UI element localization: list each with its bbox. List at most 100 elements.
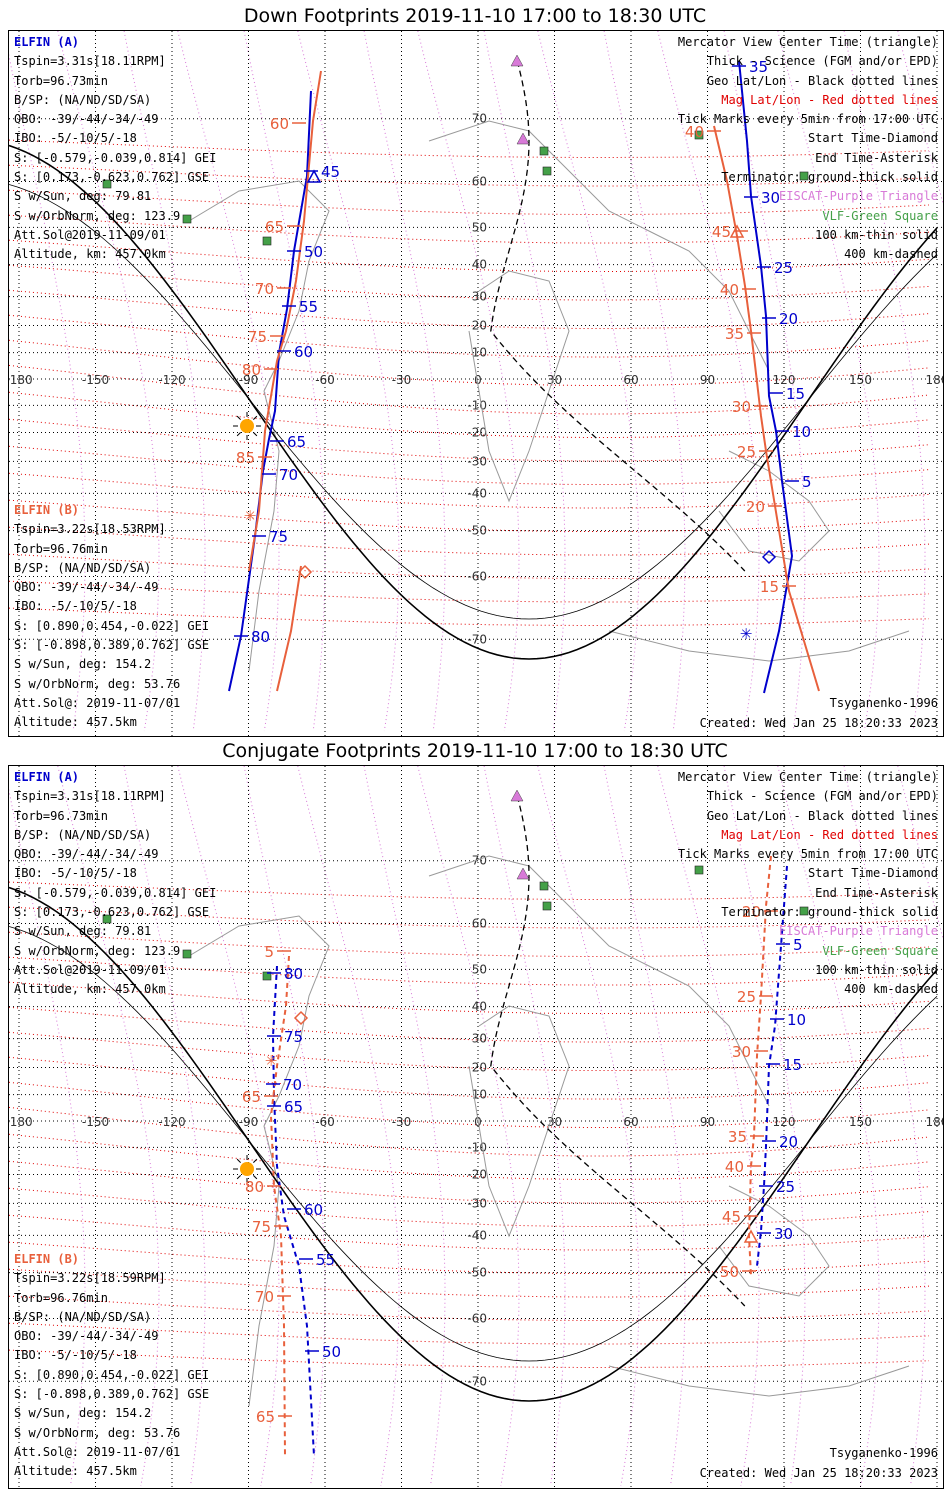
elfin-a-info: ELFIN (A) Tspin=3.31s[18.11RPM] Torb=96.… bbox=[14, 33, 216, 265]
eiscat-triangle bbox=[516, 867, 530, 880]
lon-label: 90 bbox=[700, 1115, 715, 1129]
elfin-b-tick-label: 20 bbox=[742, 903, 761, 921]
legend-item: 100 km-thin solid bbox=[815, 962, 938, 977]
legend-item: Tick Marks every 5min from 17:00 UTC bbox=[677, 112, 938, 127]
vlf-square bbox=[539, 146, 549, 156]
info-line: S: [-0.579,-0.039,0.814] GEI bbox=[14, 885, 217, 900]
elfin-a-tick-label: 70 bbox=[283, 1076, 302, 1094]
info-line: S: [-0.898,0.389,0.762] GSE bbox=[14, 1387, 210, 1402]
info-line: OBO: -39/-44/-34/-49 bbox=[14, 847, 159, 862]
lat-label: -30 bbox=[467, 454, 487, 468]
terminator-400km-line bbox=[490, 795, 746, 1307]
lon-label: 120 bbox=[773, 1115, 796, 1129]
elfin-b-tick-label: 65 bbox=[265, 218, 284, 236]
vlf-square bbox=[262, 236, 272, 246]
elfin-b-tick-label: 45 bbox=[722, 1208, 741, 1226]
coastline bbox=[608, 1365, 910, 1397]
elfin-a-label: ELFIN (A) bbox=[14, 770, 80, 784]
terminator-line bbox=[9, 886, 938, 1402]
lat-label: -20 bbox=[467, 1167, 487, 1181]
start-diamond-b bbox=[297, 564, 313, 580]
sun-ray bbox=[236, 415, 241, 420]
lon-label: -90 bbox=[239, 1115, 259, 1129]
info-line: S w/OrbNorm, deg: 53.76 bbox=[14, 676, 181, 691]
start-diamond-a bbox=[761, 549, 777, 565]
lat-label: -50 bbox=[467, 1266, 487, 1280]
elfin-b-tick-label: 40 bbox=[720, 281, 739, 299]
mag-lat-line bbox=[9, 526, 930, 556]
info-line: S w/OrbNorm, deg: 53.76 bbox=[14, 1425, 181, 1440]
elfin-a-tick-label: 5 bbox=[802, 473, 812, 491]
eiscat-triangle bbox=[510, 789, 524, 802]
lon-label: -120 bbox=[158, 1115, 185, 1129]
vlf-square bbox=[799, 171, 809, 181]
elfin-a-tick-label: 80 bbox=[251, 628, 270, 646]
info-line: S w/Sun, deg: 154.2 bbox=[14, 1406, 152, 1421]
mag-lon-line bbox=[177, 31, 280, 732]
vlf-square bbox=[694, 865, 704, 875]
sun-ray bbox=[236, 432, 241, 437]
end-asterisk-b: ✳ bbox=[244, 507, 257, 525]
mag-lat-line bbox=[9, 881, 930, 900]
info-line: S: [0.173,-0.623,0.762] GSE bbox=[14, 170, 210, 185]
elfin-b-tick-label: 15 bbox=[760, 578, 779, 596]
info-line: Att.Sol@2019-11-09/01 bbox=[14, 962, 166, 977]
mag-lat-line bbox=[9, 164, 930, 187]
info-line: Tspin=3.31s[18.11RPM] bbox=[14, 789, 166, 804]
info-line: Altitude, km: 457.0km bbox=[14, 982, 166, 997]
vlf-square bbox=[182, 214, 192, 224]
lon-label: 180 bbox=[926, 1115, 943, 1129]
coastline bbox=[608, 630, 910, 662]
model-label: Tsyganenko-1996 bbox=[829, 1446, 938, 1460]
coastline bbox=[188, 915, 330, 1407]
lat-label: -40 bbox=[467, 486, 487, 500]
mag-lat-line bbox=[9, 418, 930, 462]
terminator-100km-line bbox=[9, 926, 938, 1362]
elfin-a-tick-label: 70 bbox=[279, 466, 298, 484]
start-diamond-b bbox=[293, 1010, 309, 1026]
mag-lon-line bbox=[297, 766, 400, 1487]
mag-lat-line bbox=[9, 1322, 930, 1345]
legend-item: Start Time-Diamond bbox=[807, 866, 938, 881]
info-line: B/SP: (NA/ND/SD/SA) bbox=[14, 1309, 152, 1324]
elfin-a-tick-label: 5 bbox=[793, 936, 803, 954]
coastline bbox=[428, 120, 770, 372]
elfin-b-tick-label: 75 bbox=[252, 1218, 271, 1236]
lat-label: 50 bbox=[472, 220, 487, 234]
mag-lon-line bbox=[417, 31, 520, 732]
elfin-a-tick-label: 25 bbox=[776, 1178, 795, 1196]
coastline bbox=[188, 180, 330, 672]
info-line: Torb=96.76min bbox=[14, 1290, 108, 1305]
lon-label: -30 bbox=[392, 373, 412, 387]
mag-lon-line bbox=[603, 766, 686, 1487]
elfin-a-tick-label: 55 bbox=[316, 1251, 335, 1269]
vlf-square bbox=[262, 971, 272, 981]
center-triangle-b bbox=[743, 1229, 759, 1243]
legend-item: 400 km-dashed bbox=[844, 982, 938, 997]
mag-lat-line bbox=[9, 1349, 930, 1368]
mag-lat-line bbox=[9, 1133, 930, 1180]
lat-label: 30 bbox=[472, 290, 487, 304]
elfin-b-label: ELFIN (B) bbox=[14, 503, 80, 517]
elfin-b-tick-label: 70 bbox=[255, 1288, 274, 1306]
legend-item: Mercator View Center Time (triangle) bbox=[677, 35, 938, 49]
mag-lat-line bbox=[9, 1056, 930, 1100]
info-line: Tspin=3.31s[18.11RPM] bbox=[14, 54, 166, 69]
elfin-a-tick-label: 80 bbox=[284, 965, 303, 983]
elfin-b-tick-label: 35 bbox=[725, 325, 744, 343]
elfin-b-label: ELFIN (B) bbox=[14, 1252, 80, 1266]
elfin-b-tick-label: 30 bbox=[732, 398, 751, 416]
center-triangle-b bbox=[729, 224, 745, 238]
vlf-square bbox=[539, 881, 549, 891]
elfin-b-east-track bbox=[747, 855, 772, 1277]
legend-item: Mag Lat/Lon - Red dotted lines bbox=[721, 92, 938, 107]
lat-label: -20 bbox=[467, 425, 487, 439]
mag-lat-line bbox=[9, 1268, 930, 1298]
mag-lon-line bbox=[777, 31, 880, 732]
end-asterisk-b: ✳ bbox=[265, 1052, 278, 1070]
elfin-b-tick-label: 50 bbox=[720, 1263, 739, 1281]
elfin-b-tick-label: 65 bbox=[256, 1408, 275, 1426]
mag-lat-line bbox=[9, 1160, 930, 1204]
mag-lat-line bbox=[9, 289, 930, 329]
elfin-a-tick-label: 20 bbox=[779, 1133, 798, 1151]
